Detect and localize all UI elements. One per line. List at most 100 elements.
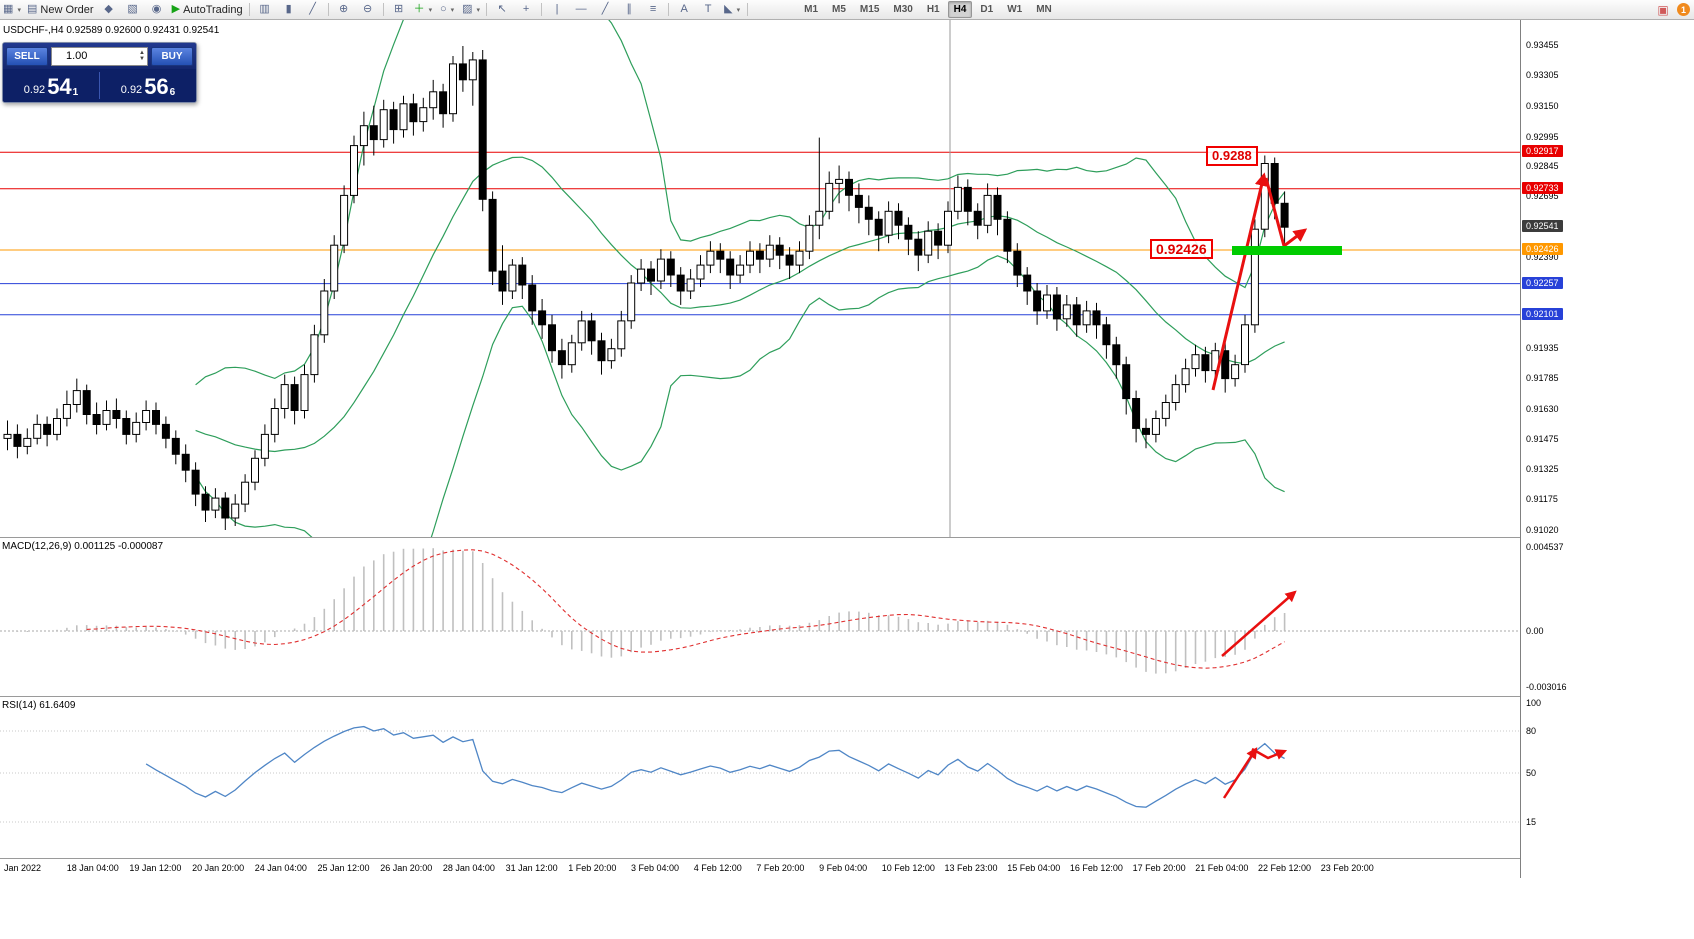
vertical-line-icon[interactable]: | [545,1,569,18]
line-chart-icon-glyph: ╱ [309,3,316,15]
bar-chart-icon-glyph: ▥ [259,3,270,15]
price-tag: 0.92426 [1522,242,1563,255]
zoom-out-icon[interactable]: ⊖ [356,1,380,18]
time-axis-label: 21 Feb 04:00 [1195,863,1249,873]
chart-title: USDCHF-,H4 0.92589 0.92600 0.92431 0.925… [3,25,220,36]
rsi-pane-canvas[interactable] [0,697,1520,857]
volume-stepper[interactable]: ▲ ▼ [139,50,145,62]
arrows-icon[interactable]: ◣ ▾ [720,1,744,18]
text-icon-glyph: A [680,3,688,15]
volume-value: 1.00 [66,50,88,62]
price-axis[interactable]: 0.93455 0.93305 0.93150 0.92995 0.92845 0.926… [1520,20,1694,878]
timeframe-d1[interactable]: D1 [980,4,994,15]
macd-pane-canvas[interactable] [0,538,1520,696]
time-axis-label: 23 Feb 20:00 [1320,863,1374,873]
price-divider [99,72,100,99]
high-price-annotation[interactable]: 0.9288 [1206,146,1258,166]
price-tick: -0.003016 [1526,682,1567,692]
sell-price-point: 1 [72,87,79,98]
pane-separator[interactable] [0,537,1520,538]
timeframe-m1[interactable]: M1 [804,4,819,15]
text-icon[interactable]: A [672,1,696,18]
time-axis-label: 4 Feb 12:00 [693,863,742,873]
autotrading-icon: ▶ [171,3,181,15]
autotrading-button[interactable]: ▶ AutoTrading [169,1,246,18]
price-tick: 0.92390 [1526,252,1559,263]
candlestick-chart-icon[interactable]: ▮ [277,1,301,18]
zoom-in-icon-glyph: ⊕ [338,3,349,15]
sell-price-button[interactable]: 0.92 54 1 [3,69,99,102]
price-tick: 50 [1526,768,1537,778]
price-tick: 0.93455 [1526,40,1559,50]
horizontal-line-icon[interactable]: — [569,1,593,18]
trendline-icon[interactable]: ╱ [593,1,617,18]
record-icon[interactable]: ◉ [145,1,169,18]
price-tick: 0.91935 [1526,342,1559,353]
alert-icon[interactable]: ▣ [1651,1,1675,18]
indicators-icon[interactable]: ＋ ▾ [411,1,436,18]
record-icon-glyph: ◉ [151,3,162,15]
price-tick: 0.91475 [1526,434,1559,445]
price-tick: 80 [1526,726,1537,736]
pane-separator[interactable] [0,696,1520,697]
time-axis[interactable]: Jan 2022 18 Jan 04:00 19 Jan 12:00 20 Jan 2… [0,858,1520,879]
fibonacci-icon[interactable]: ≡ [641,1,665,18]
horizontal-line-icon-glyph: — [575,3,587,15]
buy-price-figure: 0.92 [120,84,143,96]
toolbar-separator [541,3,543,16]
bar-chart-icon[interactable]: ▥ [253,1,277,18]
tile-windows-icon[interactable]: ⊞ [387,1,411,18]
chart-window: USDCHF-,H4 0.92589 0.92600 0.92431 0.925… [0,20,1694,939]
periods-icon-glyph: ○ [440,3,447,15]
channel-icon[interactable]: ∥ [617,1,641,18]
candlestick-chart-icon-glyph: ▮ [285,3,292,15]
profiles-icon[interactable]: ▧ [121,1,145,18]
chevron-down-icon: ▾ [450,6,455,14]
periods-icon[interactable]: ○ ▾ [435,1,459,18]
new-chart-icon[interactable]: ▦ ▾ [0,1,24,18]
zoom-in-icon[interactable]: ⊕ [332,1,356,18]
text-label-icon[interactable]: T [696,1,720,18]
timeframe-m15[interactable]: M15 [859,4,880,15]
cursor-icon[interactable]: ↖ [490,1,514,18]
timeframe-m5[interactable]: M5 [832,4,846,15]
timeframe-w1[interactable]: W1 [1007,4,1023,15]
buy-price-button[interactable]: 0.92 56 6 [100,69,196,102]
support-zone-highlight[interactable] [1232,246,1342,255]
metaeditor-icon[interactable]: ◆ [97,1,121,18]
time-axis-label: 1 Feb 20:00 [568,863,617,873]
stepper-up-icon[interactable]: ▲ [139,50,145,56]
templates-icon[interactable]: ▨ ▾ [459,1,483,18]
new-order-button[interactable]: ▤ New Order [24,1,97,18]
price-tag: 0.92257 [1522,276,1563,289]
price-tick: 0.00 [1526,626,1544,636]
price-tick: 0.91325 [1526,464,1559,475]
toolbar-separator [486,3,488,16]
time-axis-label: 7 Feb 20:00 [756,863,805,873]
timeframe-h1[interactable]: H1 [926,4,940,15]
stepper-down-icon[interactable]: ▼ [139,56,145,62]
buy-price-point: 6 [169,87,176,98]
time-axis-label: 20 Jan 20:00 [192,863,245,873]
new-order-icon: ▤ [27,3,38,15]
price-tick: 0.91020 [1526,525,1559,535]
timeframe-h4[interactable]: H4 [947,1,973,18]
notification-badge[interactable]: 1 [1677,3,1690,16]
pivot-price-annotation[interactable]: 0.92426 [1150,239,1213,259]
time-axis-label: 18 Jan 04:00 [66,863,119,873]
crosshair-icon[interactable]: + [514,1,538,18]
price-tick: 0.91175 [1526,494,1558,505]
line-chart-icon[interactable]: ╱ [301,1,325,18]
price-tick: 0.92695 [1526,191,1559,202]
timeframe-mn[interactable]: MN [1036,4,1052,15]
main-chart-canvas[interactable] [0,20,1520,537]
price-tag: 0.92541 [1522,220,1563,233]
zoom-out-icon-glyph: ⊖ [362,3,373,15]
sell-button[interactable]: SELL [6,46,48,66]
timeframe-m30[interactable]: M30 [893,4,913,15]
price-tick: 0.91630 [1526,403,1559,414]
time-axis-label: 9 Feb 04:00 [819,863,868,873]
volume-input[interactable]: 1.00 ▲ ▼ [51,46,148,66]
templates-icon-glyph: ▨ [462,3,473,15]
buy-button[interactable]: BUY [151,46,193,66]
